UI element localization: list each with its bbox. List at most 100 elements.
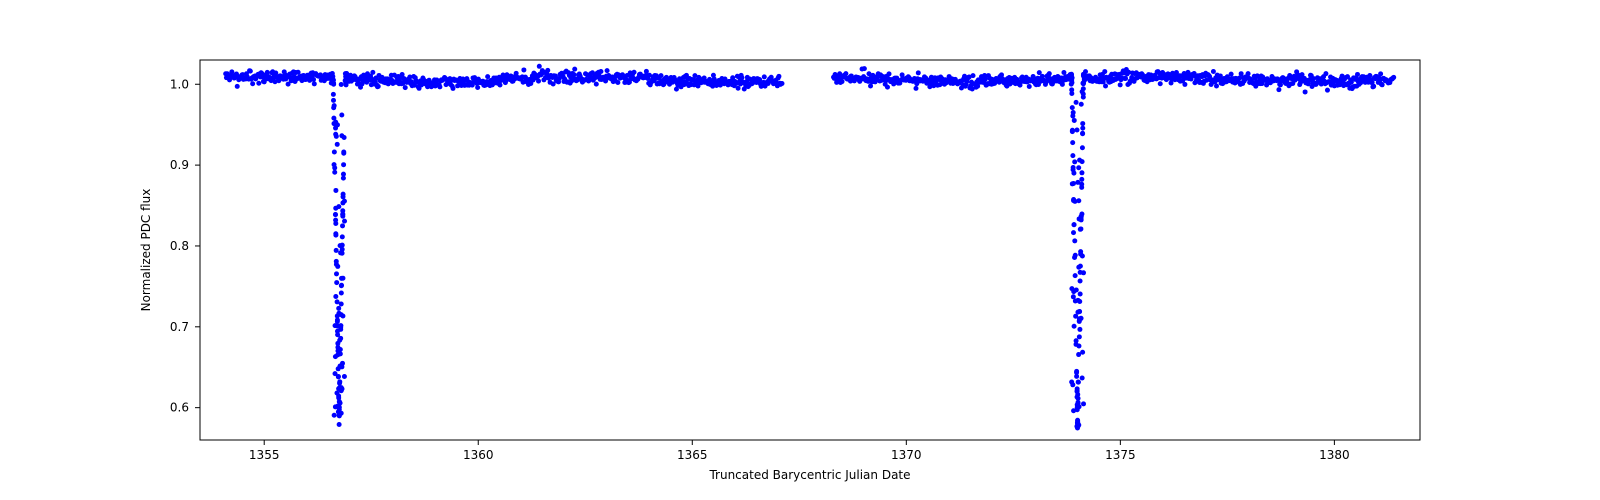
data-point	[331, 77, 336, 82]
data-point	[887, 71, 892, 76]
data-point	[403, 85, 408, 90]
data-series	[223, 64, 1396, 431]
data-point	[1081, 92, 1086, 97]
data-point	[1074, 369, 1079, 374]
data-point	[340, 386, 345, 391]
data-point	[333, 188, 338, 193]
data-point	[335, 352, 340, 357]
data-point	[332, 170, 337, 175]
data-point	[338, 347, 343, 352]
data-point	[340, 214, 345, 219]
data-point	[1378, 71, 1383, 76]
data-point	[265, 70, 270, 75]
data-point	[341, 172, 346, 177]
data-point	[332, 103, 337, 108]
data-point	[1071, 171, 1076, 176]
data-point	[1072, 255, 1077, 260]
y-tick-label: 0.8	[170, 239, 189, 253]
data-point	[475, 85, 480, 90]
data-point	[334, 248, 339, 253]
data-point	[1072, 222, 1077, 227]
data-point	[1078, 279, 1083, 284]
data-point	[1246, 71, 1251, 76]
data-point	[840, 79, 845, 84]
y-axis-label: Normalized PDC flux	[139, 189, 153, 312]
data-point	[337, 422, 342, 427]
x-axis-label: Truncated Barycentric Julian Date	[708, 468, 910, 482]
data-point	[450, 86, 455, 91]
data-point	[256, 81, 261, 86]
data-point	[1081, 401, 1086, 406]
data-point	[342, 219, 347, 224]
data-point	[594, 82, 599, 87]
data-point	[1074, 374, 1079, 379]
data-point	[250, 81, 255, 86]
data-point	[334, 134, 339, 139]
data-point	[341, 162, 346, 167]
data-point	[1070, 105, 1075, 110]
data-point	[1380, 82, 1385, 87]
data-point	[1325, 88, 1330, 93]
data-point	[334, 280, 339, 285]
y-tick-label: 0.6	[170, 401, 189, 415]
data-point	[333, 221, 338, 226]
data-point	[1079, 102, 1084, 107]
data-point	[776, 74, 781, 79]
data-point	[1079, 185, 1084, 190]
data-point	[536, 79, 541, 84]
data-point	[1078, 264, 1083, 269]
data-point	[337, 405, 342, 410]
data-point	[1074, 100, 1079, 105]
data-point	[1080, 126, 1085, 131]
data-point	[571, 72, 576, 77]
data-point	[916, 70, 921, 75]
data-point	[1076, 198, 1081, 203]
data-point	[1070, 129, 1075, 134]
data-point	[1073, 273, 1078, 278]
data-point	[342, 374, 347, 379]
data-point	[1077, 334, 1082, 339]
data-point	[1214, 83, 1219, 88]
data-point	[332, 149, 337, 154]
data-point	[337, 338, 342, 343]
data-point	[1076, 396, 1081, 401]
data-point	[1027, 84, 1032, 89]
data-point	[1323, 71, 1328, 76]
data-point	[1077, 327, 1082, 332]
data-point	[1080, 121, 1085, 126]
data-point	[572, 67, 577, 72]
data-point	[339, 82, 344, 87]
data-point	[1080, 350, 1085, 355]
data-point	[370, 70, 375, 75]
data-point	[340, 208, 345, 213]
data-point	[1071, 289, 1076, 294]
data-point	[335, 318, 340, 323]
data-point	[1081, 270, 1086, 275]
data-point	[1075, 418, 1080, 423]
data-point	[1070, 113, 1075, 118]
data-point	[334, 271, 339, 276]
data-point	[632, 70, 637, 75]
data-point	[1371, 84, 1376, 89]
data-point	[1078, 227, 1083, 232]
data-point	[337, 400, 342, 405]
data-point	[341, 151, 346, 156]
data-point	[337, 410, 342, 415]
data-point	[1211, 69, 1216, 74]
data-point	[1069, 73, 1074, 78]
data-point	[340, 200, 345, 205]
data-point	[335, 329, 340, 334]
data-point	[497, 82, 502, 87]
y-tick-label: 1.0	[170, 77, 189, 91]
data-point	[343, 74, 348, 79]
data-point	[248, 69, 253, 74]
data-point	[1076, 343, 1081, 348]
data-point	[1075, 405, 1080, 410]
data-point	[1082, 73, 1087, 78]
data-point	[1078, 291, 1083, 296]
data-point	[1081, 81, 1086, 86]
data-point	[339, 112, 344, 117]
data-point	[1303, 89, 1308, 94]
x-tick-label: 1355	[249, 448, 280, 462]
data-point	[338, 312, 343, 317]
